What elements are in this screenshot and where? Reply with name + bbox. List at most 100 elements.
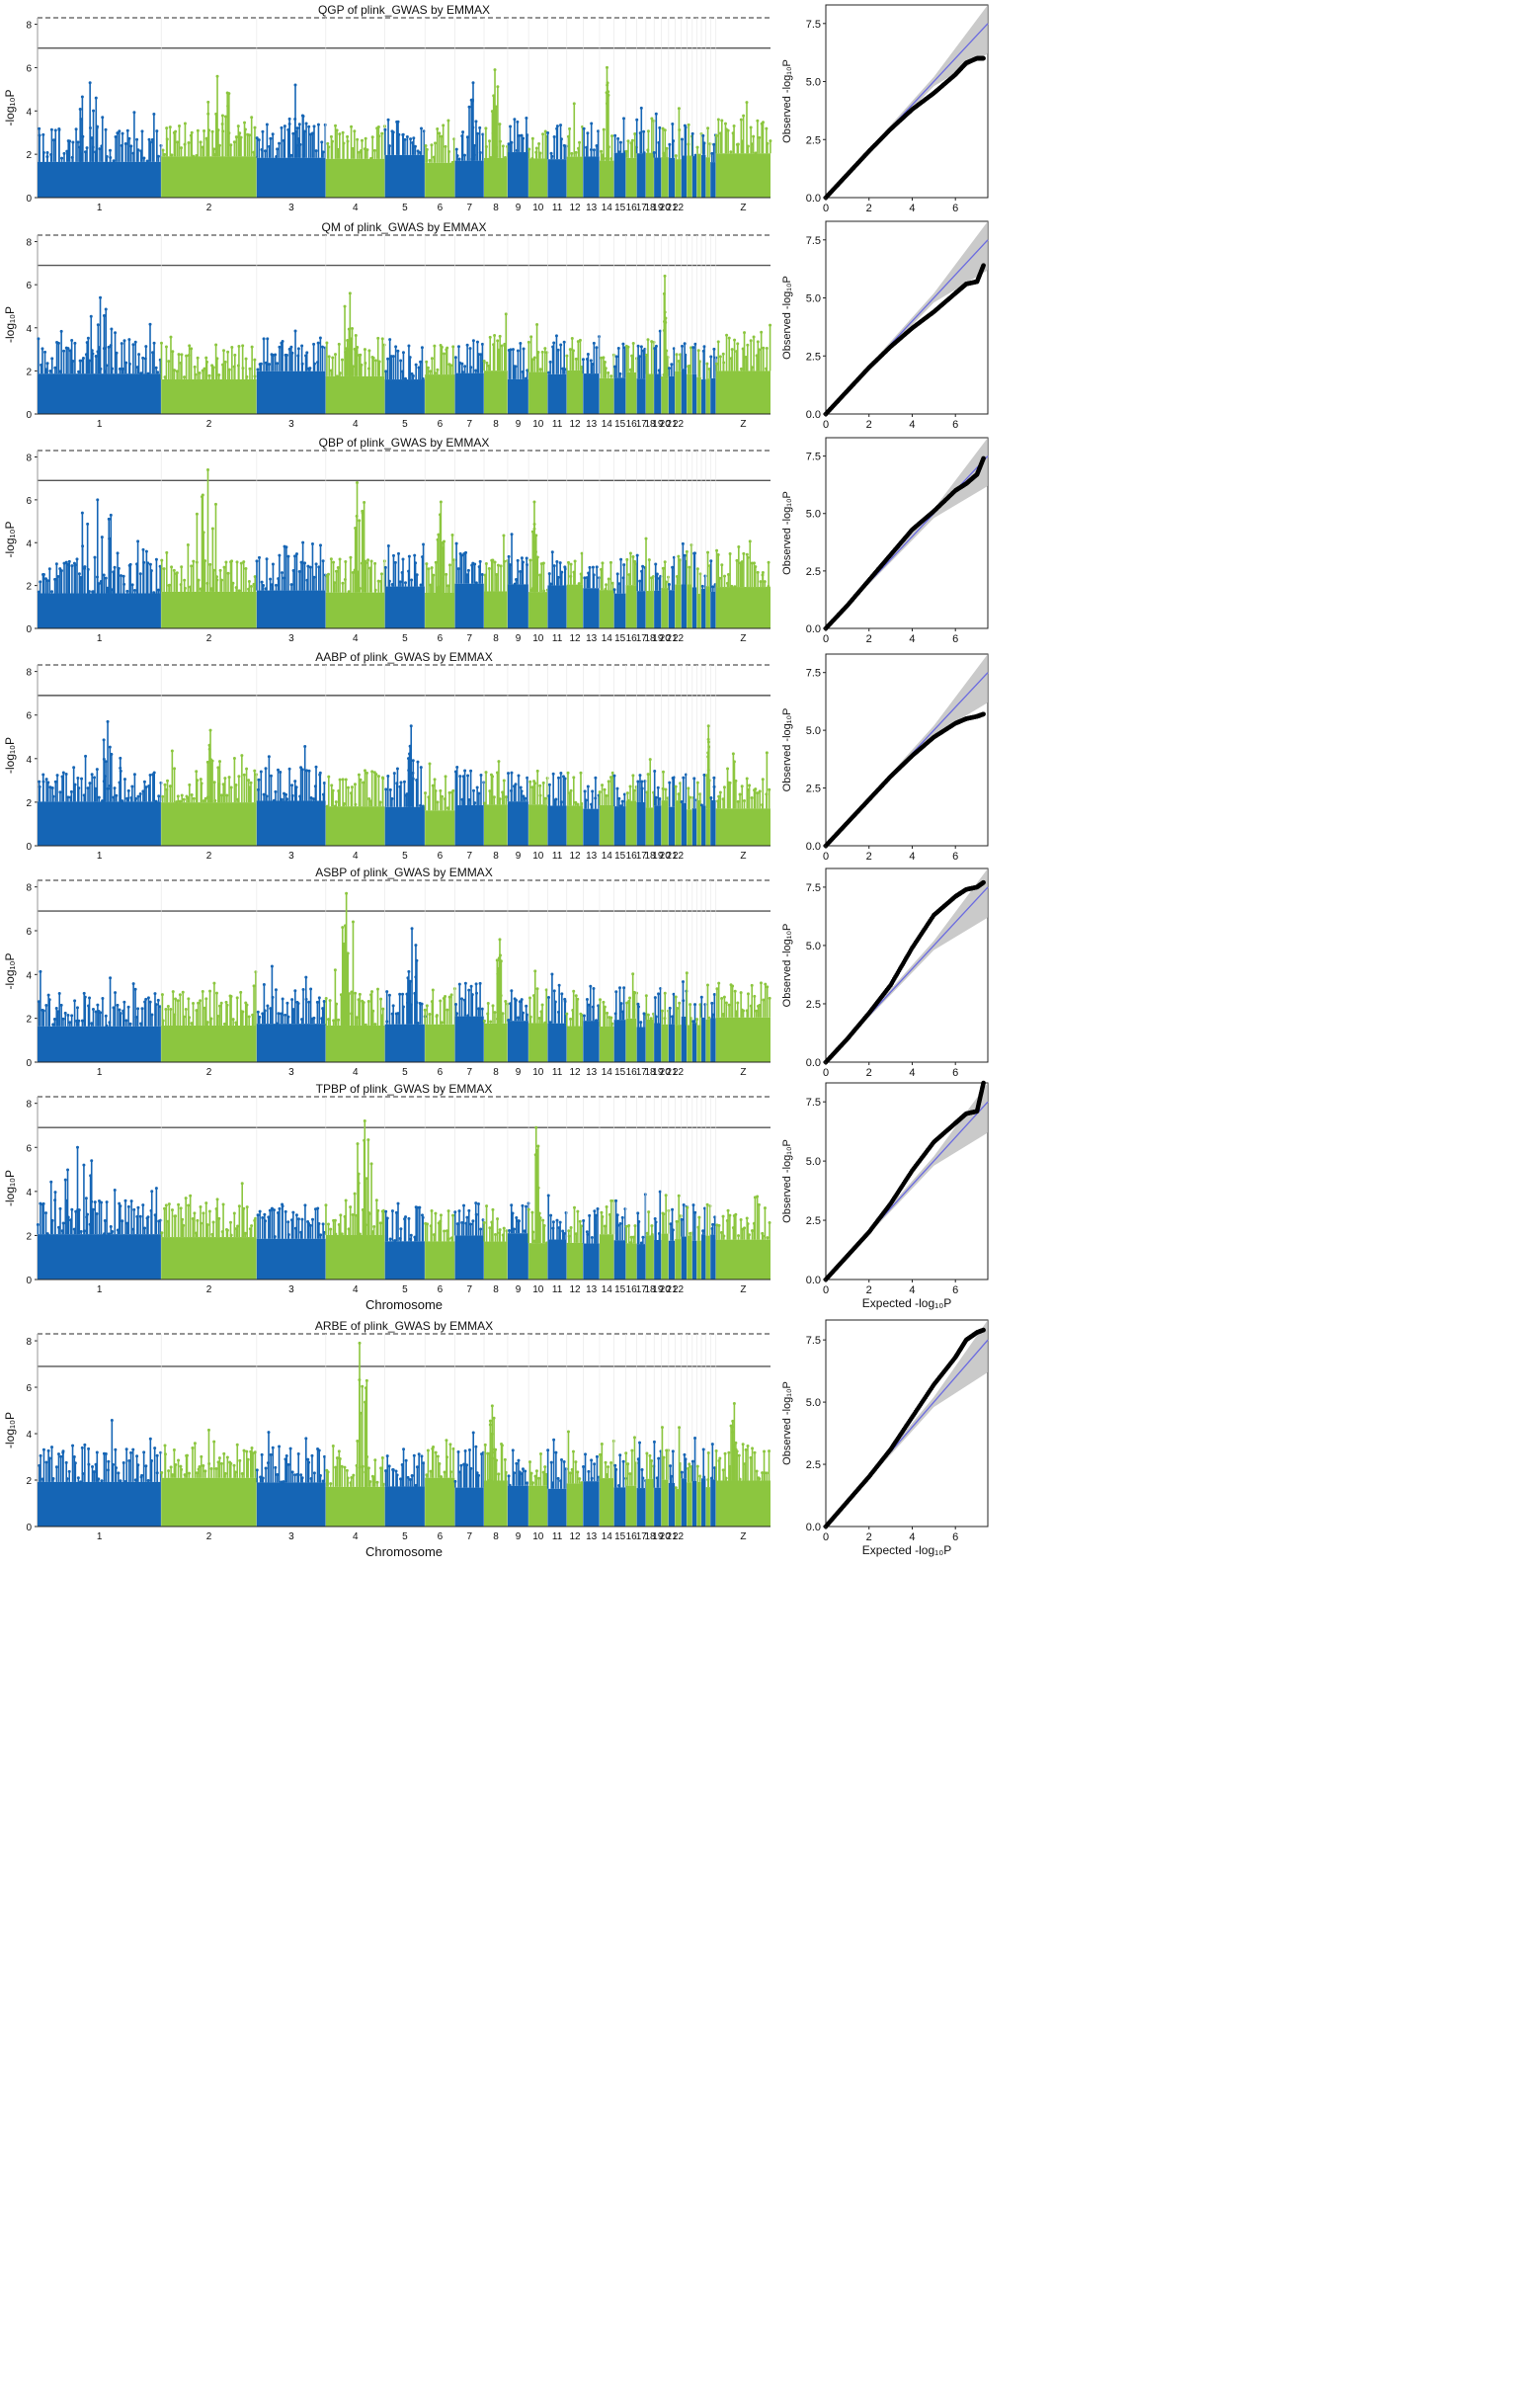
- snp-point: [163, 783, 167, 786]
- snp-point: [183, 578, 187, 582]
- snp-point: [118, 129, 122, 133]
- snp-point: [475, 785, 479, 789]
- snp-point: [147, 137, 151, 141]
- snp-point: [317, 565, 321, 569]
- chromosome-label: 5: [402, 419, 408, 430]
- snp-point: [454, 541, 458, 545]
- snp-point: [311, 797, 315, 801]
- snp-point: [626, 139, 630, 143]
- snp-point: [220, 114, 224, 118]
- snp-point: [132, 111, 136, 115]
- snp-point: [188, 783, 192, 786]
- snp-point: [77, 370, 81, 373]
- snp-point: [396, 120, 400, 124]
- snp-point: [293, 989, 297, 993]
- chromosome-block: [691, 373, 697, 414]
- chromosome-block: [583, 373, 600, 414]
- snp-point: [66, 795, 70, 799]
- chromosome-block: [687, 373, 692, 414]
- snp-point: [543, 129, 547, 133]
- snp-point: [720, 996, 724, 1000]
- chromosome-block: [599, 160, 614, 198]
- snp-point: [351, 920, 355, 924]
- snp-point: [657, 992, 661, 996]
- chromosome-label: 22: [673, 1067, 685, 1078]
- chromosome-label: 12: [570, 633, 582, 644]
- snp-point: [104, 127, 108, 131]
- chromosome-block: [547, 373, 567, 414]
- snp-point: [361, 138, 365, 142]
- snp-point: [391, 553, 395, 557]
- chromosome-label: 11: [552, 419, 563, 430]
- chromosome-label: 6: [438, 633, 444, 644]
- snp-point: [473, 801, 477, 805]
- snp-point: [304, 122, 308, 125]
- snp-point: [729, 150, 733, 154]
- snp-point: [479, 353, 483, 357]
- chromosome-block: [661, 588, 669, 628]
- chromosome-block: [583, 1021, 600, 1062]
- snp-point: [170, 153, 174, 157]
- snp-point: [443, 352, 446, 356]
- snp-point: [457, 982, 461, 986]
- snp-point: [433, 778, 437, 782]
- snp-point: [237, 589, 241, 593]
- snp-point: [685, 549, 689, 553]
- snp-point: [606, 83, 609, 87]
- snp-point: [360, 363, 364, 367]
- chromosome-label: 7: [467, 1067, 473, 1078]
- snp-point: [693, 342, 697, 346]
- snp-point: [321, 150, 325, 154]
- chromosome-block: [691, 587, 697, 628]
- snp-point: [363, 769, 366, 773]
- snp-point: [722, 361, 726, 365]
- snp-point: [308, 565, 312, 569]
- chromosome-block: [668, 806, 676, 846]
- snp-point: [628, 785, 632, 788]
- snp-point: [260, 580, 264, 584]
- snp-point: [195, 1009, 199, 1013]
- snp-point: [563, 1000, 567, 1004]
- chromosome-block: [528, 804, 548, 846]
- snp-point: [76, 140, 80, 144]
- chromosome-block: [645, 591, 655, 628]
- snp-point: [702, 345, 706, 349]
- y-axis-title: -log₁₀P: [3, 952, 17, 989]
- snp-point: [94, 1010, 98, 1014]
- snp-point: [661, 126, 665, 130]
- snp-point: [138, 572, 142, 576]
- snp-point: [653, 996, 657, 1000]
- snp-point: [416, 149, 420, 153]
- snp-point: [142, 156, 146, 160]
- snp-point: [379, 997, 383, 1001]
- snp-point: [54, 562, 58, 566]
- snp-point: [321, 559, 325, 563]
- snp-point: [160, 993, 164, 997]
- snp-point: [109, 155, 113, 159]
- snp-point: [563, 777, 567, 781]
- chromosome-block: [161, 379, 257, 414]
- chromosome-block: [484, 371, 508, 414]
- snp-point: [434, 141, 438, 145]
- snp-point: [648, 758, 652, 762]
- snp-point: [118, 367, 122, 371]
- snp-point: [507, 772, 511, 776]
- snp-point: [396, 349, 400, 353]
- snp-point: [342, 802, 346, 806]
- snp-point: [231, 581, 235, 585]
- snp-point: [341, 130, 345, 134]
- snp-point: [541, 561, 545, 565]
- snp-point: [90, 773, 94, 777]
- snp-point: [175, 370, 179, 373]
- snp-point: [93, 1200, 97, 1204]
- snp-point: [574, 150, 578, 154]
- snp-point: [364, 361, 367, 365]
- snp-point: [248, 133, 252, 137]
- chromosome-block: [256, 800, 326, 846]
- snp-point: [597, 1004, 601, 1008]
- snp-point: [466, 774, 470, 778]
- snp-point: [177, 1202, 181, 1206]
- chromosome-block: [38, 593, 162, 628]
- chromosome-label: 11: [552, 851, 563, 862]
- snp-point: [166, 1005, 170, 1009]
